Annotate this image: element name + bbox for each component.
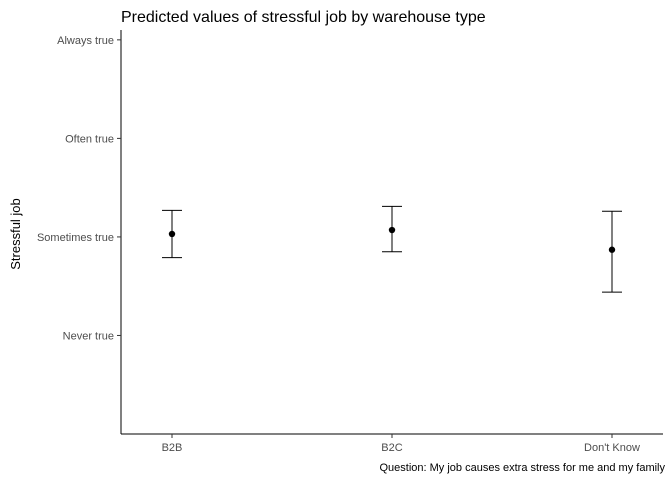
data-point xyxy=(608,246,616,253)
y-tick-label: Never true xyxy=(63,330,114,342)
x-tick-label: Don't Know xyxy=(584,442,640,454)
data-point xyxy=(168,230,176,238)
chart-caption: Question: My job causes extra stress for… xyxy=(380,462,666,474)
chart-title: Predicted values of stressful job by war… xyxy=(121,9,486,26)
data-point xyxy=(388,226,396,234)
y-tick-label: Often true xyxy=(65,133,114,145)
y-tick-label: Always true xyxy=(57,35,114,47)
y-tick-label: Sometimes true xyxy=(37,232,114,244)
x-tick-label: B2C xyxy=(381,442,402,454)
y-axis-label: Stressful job xyxy=(8,198,23,270)
plot-area: Never true Sometimes true Often true Always… xyxy=(37,30,663,454)
x-tick-label: B2B xyxy=(162,442,183,454)
